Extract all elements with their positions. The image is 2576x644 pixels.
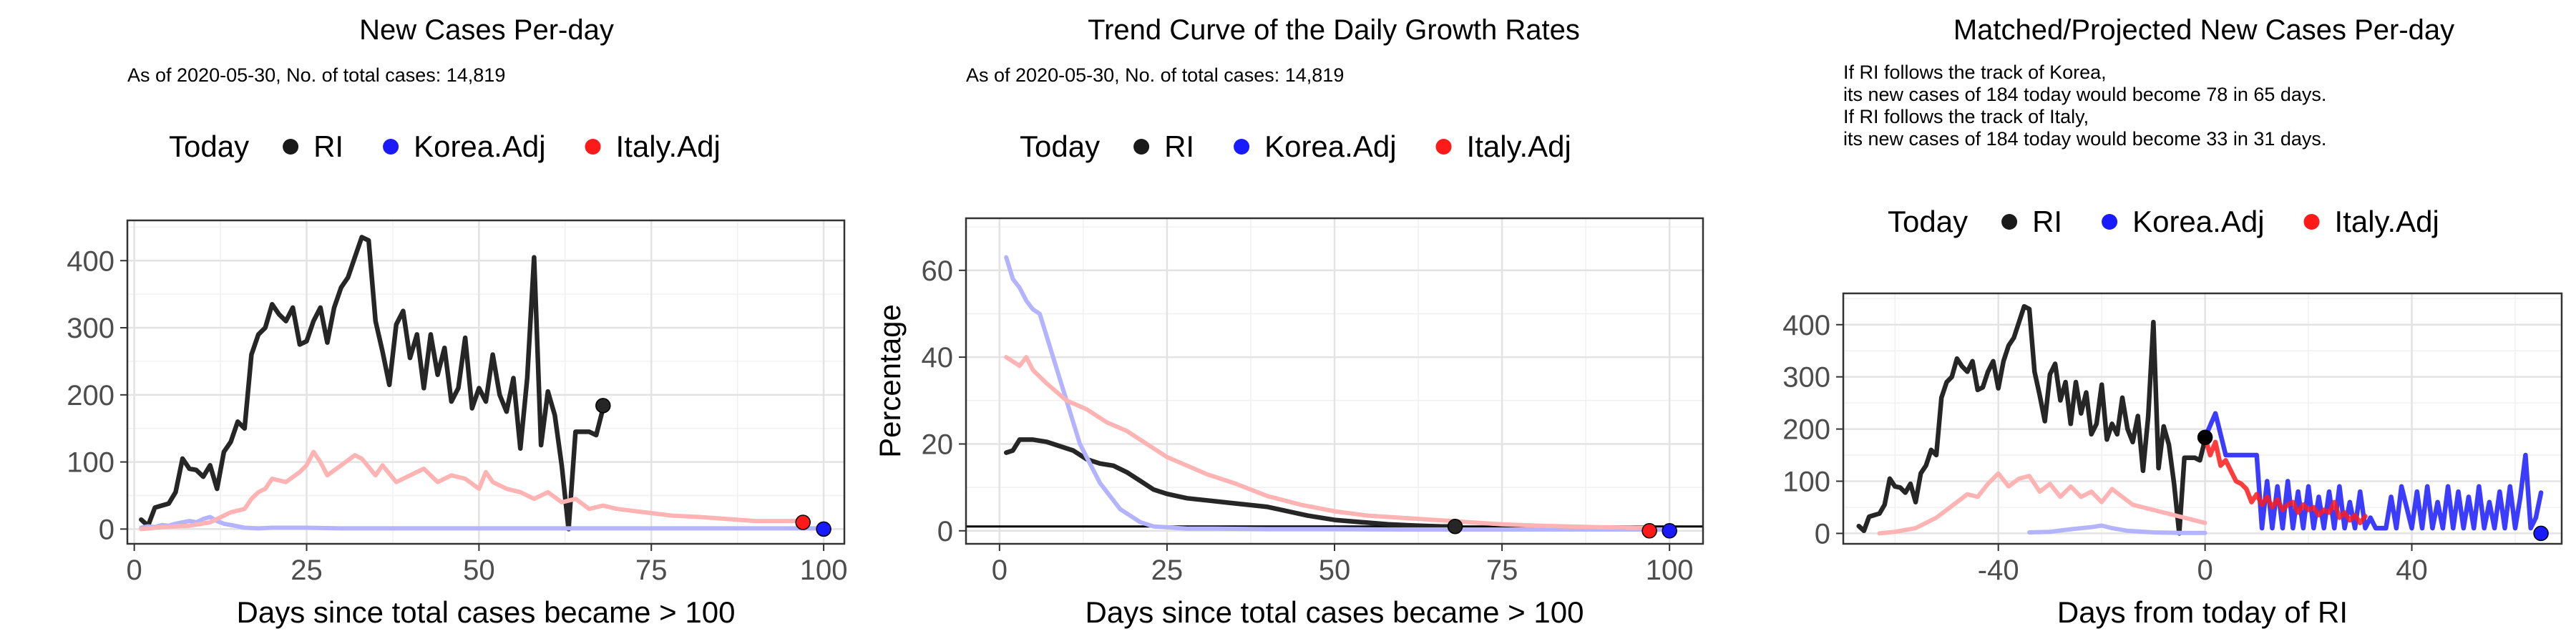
- plot-border: [126, 219, 846, 545]
- series-line-italy-adj: [1004, 355, 1652, 530]
- y-tick-label: 200: [67, 380, 114, 411]
- y-tick-label: 300: [67, 313, 114, 344]
- today-point-italy-adj: [795, 514, 811, 530]
- series-line-ri: [1856, 303, 2207, 536]
- x-tick-label: 75: [635, 555, 668, 586]
- axes: 0 25 50 75 100 0 20 40 60 Days since total cases …: [873, 255, 1694, 629]
- chart-subtitle-line: If RI follows the track of Italy,: [1843, 106, 2089, 127]
- legend-label: Korea.Adj: [2132, 205, 2264, 238]
- y-tick-label: 20: [922, 429, 954, 460]
- legend-key-1: [2102, 214, 2118, 230]
- x-tick-label: 25: [291, 555, 323, 586]
- y-tick-label: 200: [1782, 414, 1830, 446]
- chart-subtitle-line: As of 2020-05-30, No. of total cases: 14…: [966, 64, 1344, 86]
- x-tick-label: 50: [1319, 555, 1351, 586]
- today-point-korea-adj: [2533, 525, 2549, 542]
- chart-subtitle-line: its new cases of 184 today would become …: [1843, 84, 2326, 105]
- legend-label: RI: [1164, 130, 1194, 163]
- series-line-italy-adj-projected: [2202, 435, 2368, 526]
- x-tick-label: 0: [2197, 555, 2212, 586]
- chart-title: Matched/Projected New Cases Per-day: [1953, 14, 2454, 46]
- x-tick-label: -40: [1978, 555, 2019, 586]
- legend-title: Today: [1888, 205, 1968, 238]
- legend: Today RI Korea.Adj Italy.Adj: [1888, 205, 2439, 238]
- x-tick-label: 50: [463, 555, 495, 586]
- y-tick-label: 60: [922, 255, 954, 287]
- legend-key-2: [1435, 139, 1452, 155]
- legend-label: RI: [2032, 205, 2062, 238]
- chart-title: New Cases Per-day: [359, 14, 614, 46]
- legend-label: Korea.Adj: [414, 130, 545, 163]
- y-tick-label: 40: [922, 342, 954, 374]
- legend-key-0: [1133, 139, 1150, 155]
- chart-title: Trend Curve of the Daily Growth Rates: [1088, 14, 1580, 46]
- chart-subtitle-line: As of 2020-05-30, No. of total cases: 14…: [127, 64, 505, 86]
- y-tick-label: 300: [1782, 362, 1830, 394]
- legend-title: Today: [1020, 130, 1100, 163]
- x-tick-label: 25: [1151, 555, 1184, 586]
- today-point-ri: [595, 398, 611, 414]
- grid: [1843, 293, 2562, 544]
- series-line-korea-adj: [1004, 255, 1672, 532]
- x-axis-label: Days since total cases became > 100: [1085, 595, 1584, 629]
- y-tick-label: 0: [99, 514, 114, 545]
- x-axis-label: Days from today of RI: [2057, 595, 2348, 629]
- chart-panel-3: Matched/Projected New Cases Per-day If RI…: [1782, 14, 2563, 629]
- series-line-ri: [139, 235, 606, 532]
- y-axis-label: Percentage: [873, 304, 907, 458]
- legend: Today RI Korea.Adj Italy.Adj: [1020, 130, 1571, 163]
- x-axis-label: Days since total cases became > 100: [237, 595, 736, 629]
- legend-label: Italy.Adj: [1467, 130, 1571, 163]
- today-point-ri: [1447, 518, 1463, 535]
- x-tick-label: 100: [1646, 555, 1694, 586]
- series-line-italy-adj: [1877, 471, 2207, 536]
- legend-key-2: [585, 139, 601, 155]
- y-tick-label: 400: [1782, 310, 1830, 341]
- grid: [966, 218, 1703, 544]
- y-tick-label: 0: [1815, 518, 1830, 550]
- legend-label: Italy.Adj: [2335, 205, 2439, 238]
- y-tick-label: 100: [67, 447, 114, 479]
- axes: 0 25 50 75 100 0 100 200 300 400 Days since total …: [67, 245, 847, 629]
- today-point-korea-adj: [1662, 523, 1677, 539]
- legend-title: Today: [169, 130, 249, 163]
- legend-label: RI: [313, 130, 343, 163]
- legend-key-0: [2001, 214, 2018, 230]
- y-tick-label: 0: [937, 516, 953, 547]
- chart-subtitle-line: its new cases of 184 today would become …: [1843, 128, 2326, 150]
- legend-key-2: [2303, 214, 2320, 230]
- series-line-korea-adj: [2027, 523, 2207, 535]
- today-point-ri: [2197, 429, 2213, 445]
- x-tick-label: 40: [2396, 555, 2428, 586]
- x-tick-label: 0: [992, 555, 1008, 586]
- legend-label: Italy.Adj: [616, 130, 721, 163]
- chart-subtitle-line: If RI follows the track of Korea,: [1843, 62, 2107, 83]
- plot-border: [1842, 292, 2563, 545]
- today-point-italy-adj: [1641, 523, 1657, 539]
- today-point-korea-adj: [816, 521, 831, 537]
- grid: [127, 220, 844, 544]
- legend-key-0: [283, 139, 299, 155]
- data-lines: [966, 255, 1703, 532]
- plot-background: [1843, 293, 2562, 544]
- series-line-korea-adj-projected: [2202, 411, 2544, 531]
- x-tick-label: 75: [1486, 555, 1518, 586]
- chart-panel-2: Trend Curve of the Daily Growth Rates As …: [873, 14, 1704, 629]
- y-tick-label: 400: [67, 245, 114, 277]
- series-line-italy-adj: [139, 449, 806, 532]
- series-line-korea-adj: [139, 514, 826, 531]
- chart-panel-1: New Cases Per-day As of 2020-05-30, No. o…: [67, 14, 847, 629]
- x-tick-label: 100: [800, 555, 848, 586]
- legend: Today RI Korea.Adj Italy.Adj: [169, 130, 721, 163]
- legend-key-1: [1234, 139, 1250, 155]
- y-tick-label: 100: [1782, 467, 1830, 498]
- data-lines: [1856, 303, 2544, 536]
- legend-label: Korea.Adj: [1264, 130, 1396, 163]
- x-tick-label: 0: [127, 555, 142, 586]
- legend-key-1: [383, 139, 399, 155]
- series-line-ri: [1003, 437, 1458, 529]
- data-lines: [139, 235, 826, 532]
